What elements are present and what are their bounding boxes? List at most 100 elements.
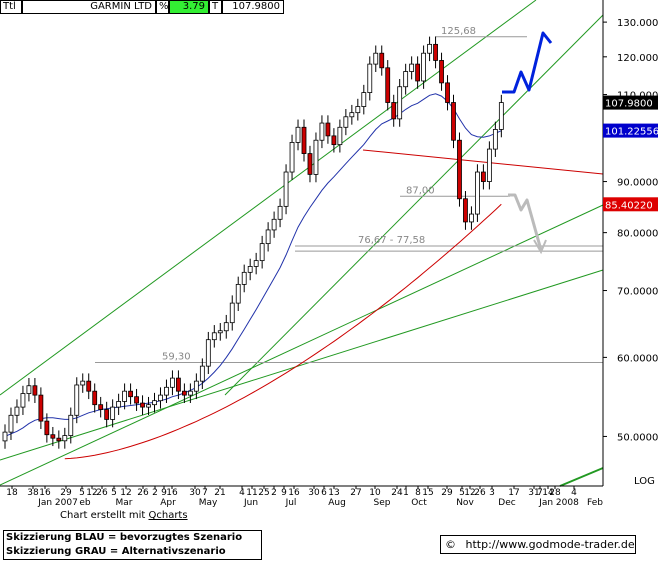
candle-body bbox=[421, 52, 427, 82]
x-month-label: eb bbox=[79, 498, 91, 508]
x-day-label: 28 bbox=[549, 488, 561, 498]
candle bbox=[98, 396, 104, 418]
candle bbox=[116, 393, 122, 415]
candle bbox=[307, 145, 313, 183]
x-day-label: 26 bbox=[137, 488, 149, 498]
x-month-label: Jun bbox=[243, 498, 258, 508]
x-month-label: Nov bbox=[456, 498, 474, 508]
candle bbox=[373, 45, 379, 72]
candles bbox=[2, 36, 504, 449]
candle bbox=[271, 211, 277, 238]
x-day-label: 25 bbox=[258, 488, 269, 498]
candle bbox=[247, 258, 253, 281]
price-tag-label: 85.40220 bbox=[605, 200, 653, 211]
candle-body bbox=[122, 390, 127, 402]
y-tick-label: 80.0000 bbox=[617, 229, 658, 240]
x-day-label: 8 bbox=[415, 488, 421, 498]
price-tag bbox=[603, 123, 658, 138]
x-day-label: 29 bbox=[441, 488, 453, 498]
candle-body bbox=[92, 390, 98, 406]
candle-body bbox=[475, 171, 480, 215]
candle-body bbox=[307, 153, 313, 175]
chart-credit: Chart erstellt mit Qcharts bbox=[60, 510, 188, 521]
candle-body bbox=[38, 394, 44, 422]
candle-body bbox=[283, 171, 289, 207]
candle bbox=[50, 426, 56, 447]
candle bbox=[92, 383, 98, 413]
horizontal-levels: 125,68 87,00 76,67 - 77,58 59,30 bbox=[95, 26, 603, 363]
candle-body bbox=[50, 434, 56, 439]
y-tick-label: 90.0000 bbox=[617, 178, 658, 189]
candle bbox=[367, 56, 373, 101]
candle-body bbox=[56, 437, 62, 442]
candle-body bbox=[337, 126, 343, 146]
x-day-label: 9 bbox=[161, 488, 167, 498]
candle-body bbox=[229, 302, 235, 324]
x-day-label: 5 bbox=[79, 488, 85, 498]
x-month-label: Jul bbox=[285, 498, 297, 508]
candle bbox=[349, 104, 355, 125]
x-month-label: Mar bbox=[116, 498, 133, 508]
source-box: © http://www.godmode-trader.de bbox=[440, 535, 636, 554]
x-day-label: 4 bbox=[571, 488, 577, 498]
price-tag-label: 107.9800 bbox=[605, 99, 653, 110]
price-tag bbox=[603, 197, 658, 212]
candle bbox=[391, 94, 397, 127]
candle bbox=[205, 331, 211, 375]
candle-body bbox=[313, 139, 319, 175]
candle-body bbox=[403, 71, 409, 88]
candle-body bbox=[235, 283, 241, 304]
candle-body bbox=[373, 52, 379, 65]
candle-body bbox=[68, 414, 74, 436]
candle-body bbox=[170, 377, 175, 388]
candle bbox=[74, 377, 80, 424]
x-day-label: 11 bbox=[246, 488, 257, 498]
candle-body bbox=[98, 404, 104, 410]
candle-body bbox=[223, 322, 229, 332]
moving-averages bbox=[4, 93, 502, 460]
candle-body bbox=[385, 67, 391, 103]
candle-body bbox=[331, 135, 337, 146]
ma-red-line bbox=[64, 203, 502, 460]
candle-body bbox=[205, 339, 211, 367]
candle bbox=[480, 164, 486, 190]
x-month-label: Apr bbox=[160, 498, 176, 508]
x-day-label: 26 bbox=[96, 488, 108, 498]
qcharts-link[interactable]: Qcharts bbox=[148, 510, 188, 521]
candle-body bbox=[164, 386, 169, 396]
candle-body bbox=[217, 330, 223, 334]
pct-label: % bbox=[156, 0, 169, 14]
candle bbox=[235, 276, 241, 311]
candle-body bbox=[295, 126, 301, 143]
candle bbox=[217, 323, 223, 341]
pct-change-badge: 3.79 bbox=[169, 0, 209, 14]
candle bbox=[26, 378, 32, 402]
price-tag bbox=[603, 95, 658, 110]
candle bbox=[337, 119, 343, 153]
x-month-label: Feb bbox=[587, 498, 603, 508]
candle-body bbox=[176, 377, 181, 392]
scenario-sketches bbox=[502, 31, 553, 255]
x-day-label: 5 bbox=[459, 488, 465, 498]
source-url[interactable]: http://www.godmode-trader.de bbox=[465, 538, 635, 551]
candle bbox=[14, 399, 20, 424]
x-month-label: Dec bbox=[498, 498, 515, 508]
candle-body bbox=[241, 271, 247, 285]
candle-body bbox=[486, 148, 492, 182]
candle-body bbox=[158, 394, 163, 402]
x-day-label: 9 bbox=[281, 488, 287, 498]
candle-body bbox=[2, 431, 8, 442]
candle bbox=[44, 413, 50, 443]
x-day-label: 12 bbox=[120, 488, 131, 498]
legend-blue: Skizzierung BLAU = bevorzugtes Szenario bbox=[6, 532, 243, 543]
candle-body bbox=[463, 198, 468, 223]
x-month-label: Aug bbox=[328, 498, 346, 508]
candle-body bbox=[451, 102, 456, 141]
candle bbox=[170, 370, 175, 396]
candle-body bbox=[26, 385, 32, 394]
scenario-legend: Skizzierung BLAU = bevorzugtes Szenario … bbox=[3, 530, 262, 560]
candle bbox=[193, 373, 199, 400]
candle bbox=[301, 119, 307, 162]
candle bbox=[355, 98, 361, 121]
candle bbox=[211, 325, 217, 348]
